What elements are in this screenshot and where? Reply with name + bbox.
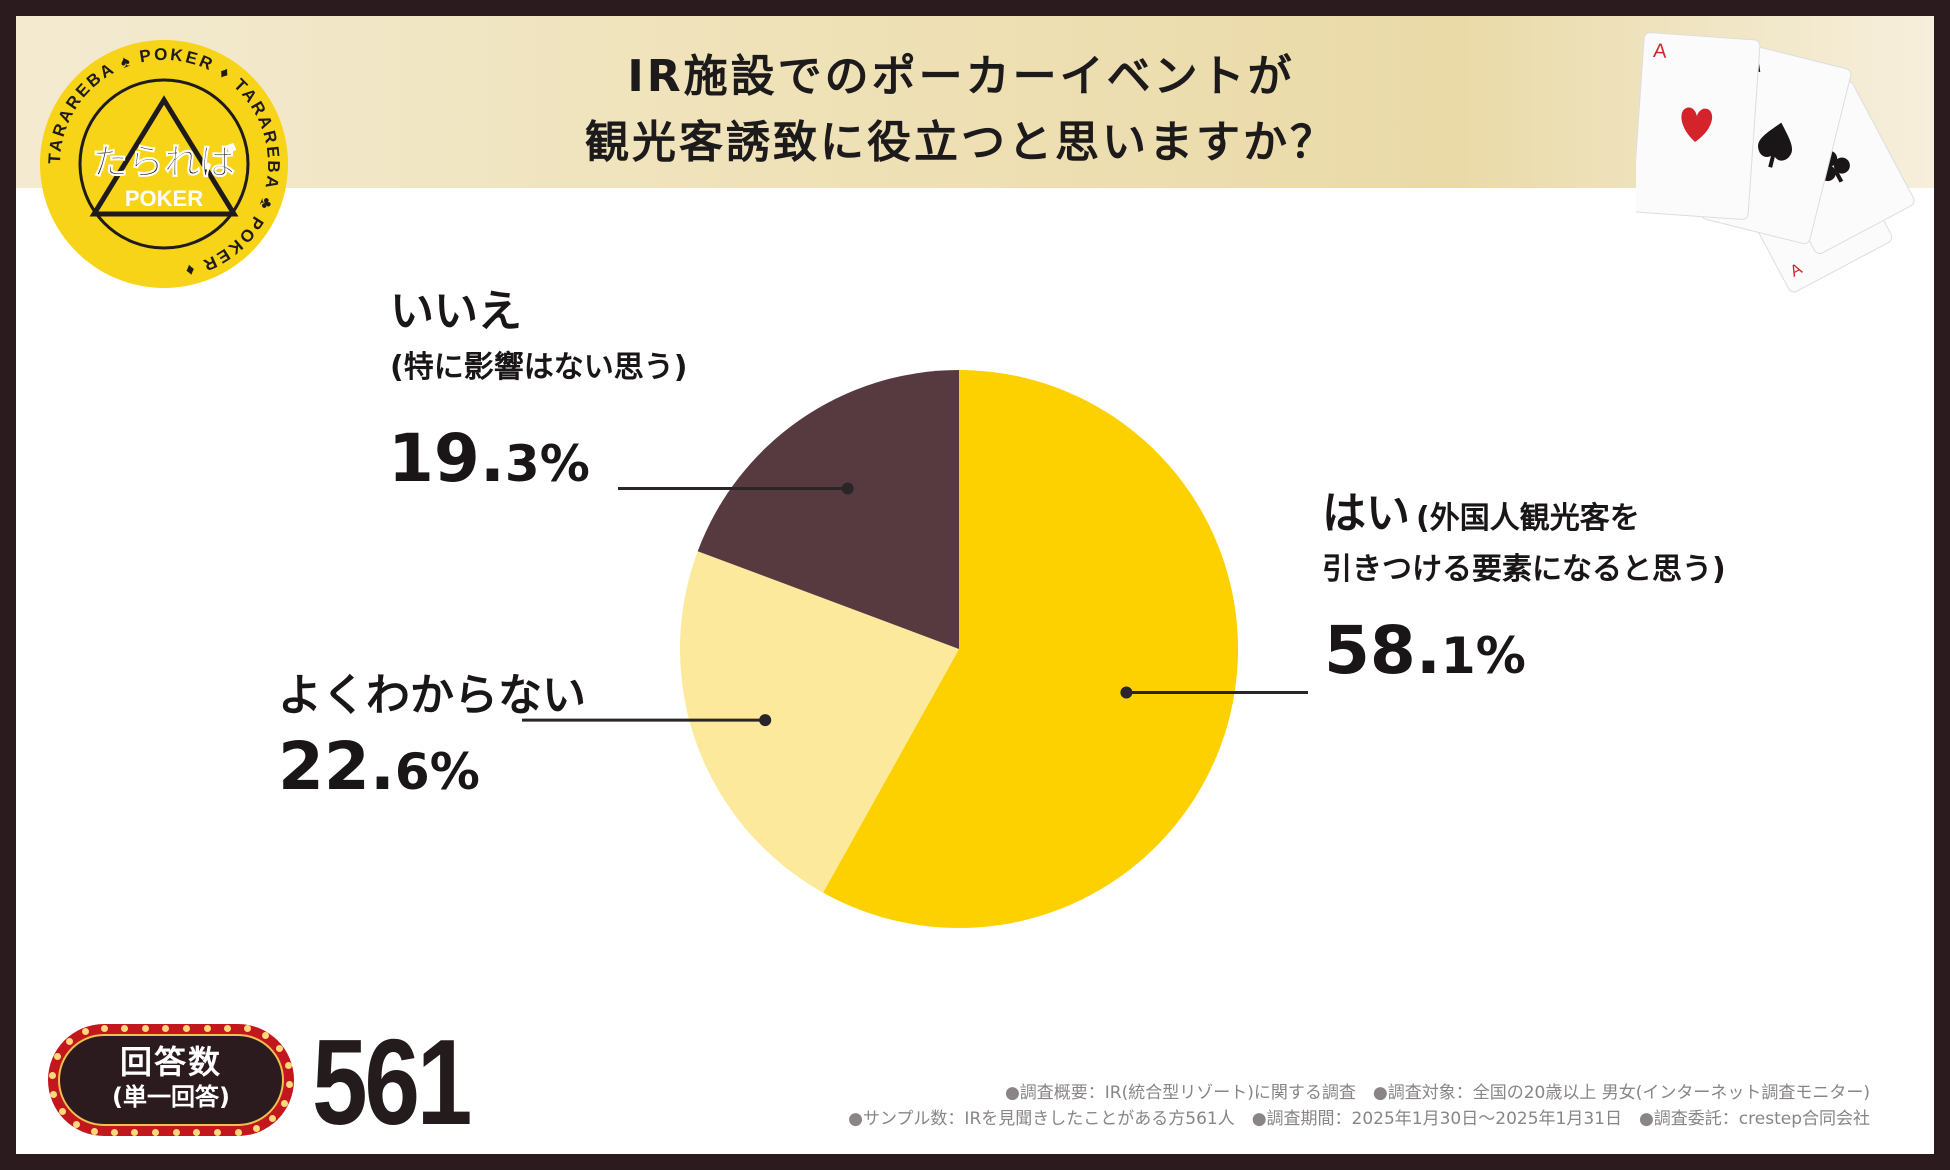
pie-slice-unknown — [680, 551, 959, 893]
label-yes: はい (外国人観光客を 引きつける要素になると思う) — [1322, 486, 1726, 592]
marquee-bulb — [141, 1024, 149, 1032]
label-no-sub: (特に影響はない思う) — [390, 350, 688, 385]
marquee-bulb — [110, 1128, 118, 1136]
infographic-frame: IR施設でのポーカーイベントが 観光客誘致に役立つと思いますか？ TARAREB… — [16, 16, 1934, 1154]
survey-note-line-1: ●調査概要：IR(統合型リゾート)に関する調査 ●調査対象：全国の20歳以上 男… — [1004, 1083, 1870, 1103]
title-line-2: 観光客誘致に役立つと思いますか？ — [585, 117, 1337, 168]
marquee-bulb — [213, 1128, 221, 1136]
leader-dot-no — [841, 482, 854, 495]
marquee-bulb — [58, 1107, 66, 1115]
marquee-bulb — [244, 1025, 252, 1033]
marquee-bulb — [151, 1128, 159, 1136]
marquee-bulb — [50, 1090, 58, 1098]
respondents-badge-inner: 回答数 (単一回答) — [58, 1034, 284, 1126]
marquee-bulb — [286, 1081, 294, 1089]
marquee-bulb — [90, 1127, 98, 1135]
leader-dot-yes — [1120, 686, 1133, 699]
badge-subtitle: (単一回答) — [112, 1083, 230, 1111]
marquee-bulb — [81, 1027, 89, 1035]
respondents-badge: 回答数 (単一回答) — [48, 1024, 294, 1136]
marquee-bulb — [284, 1062, 292, 1070]
marquee-bulb — [53, 1053, 61, 1061]
respondent-count: 561 — [312, 1014, 472, 1150]
pct-unknown-big: 22. — [278, 728, 395, 805]
header-band — [16, 16, 1934, 188]
marquee-bulb — [162, 1024, 170, 1032]
marquee-bulb — [276, 1045, 284, 1053]
pct-unknown: 22.6% — [278, 728, 480, 805]
badge-title: 回答数 — [119, 1043, 222, 1081]
leader-dot-unknown — [759, 714, 772, 727]
logo-sub-text: POKER — [125, 186, 203, 211]
pct-yes: 58.1% — [1324, 612, 1526, 689]
marquee-bulb — [203, 1024, 211, 1032]
survey-note-line-2: ●サンプル数：IRを見聞きしたことがある方561人 ●調査期間：2025年1月3… — [848, 1109, 1870, 1129]
label-yes-sub-2: 引きつける要素になると思う) — [1322, 552, 1726, 587]
label-no-title: いいえ — [390, 286, 522, 337]
pct-no-big: 19. — [388, 420, 505, 497]
logo-main-text: たられば — [92, 142, 236, 183]
label-yes-sub-1: (外国人観光客を — [1416, 501, 1640, 536]
marquee-bulb — [234, 1128, 242, 1136]
card-ace-hearts: A — [1636, 32, 1761, 220]
marquee-bulb — [193, 1128, 201, 1136]
pie-slice-yes — [823, 370, 1238, 928]
marquee-bulb — [262, 1032, 270, 1040]
playing-cards-decoration: A A A A — [1636, 32, 1915, 293]
pct-yes-small: 1% — [1440, 627, 1526, 685]
label-yes-title: はい — [1322, 488, 1410, 539]
marquee-bulb — [48, 1071, 56, 1079]
tarareba-poker-logo: TARAREBA ♠ POKER ♦ TARAREBA ♣ POKER ♦ たら… — [40, 40, 288, 288]
marquee-bulb — [131, 1128, 139, 1136]
title-line-1: IR施設でのポーカーイベントが — [627, 51, 1295, 102]
marquee-bulb — [172, 1128, 180, 1136]
label-unknown-title: よくわからない — [278, 670, 586, 721]
pct-unknown-small: 6% — [394, 743, 480, 801]
pct-no: 19.3% — [388, 420, 590, 497]
marquee-bulb — [281, 1099, 288, 1107]
page-title: IR施設でのポーカーイベントが 観光客誘致に役立つと思いますか？ — [316, 44, 1606, 176]
pct-yes-big: 58. — [1324, 612, 1441, 689]
marquee-bulb — [72, 1120, 80, 1128]
marquee-bulb — [65, 1038, 73, 1046]
marquee-bulb — [269, 1114, 277, 1122]
marquee-bulb — [253, 1125, 261, 1132]
pie-chart — [522, 370, 1308, 928]
survey-notes: ●調査概要：IR(統合型リゾート)に関する調査 ●調査対象：全国の20歳以上 男… — [770, 1080, 1870, 1132]
marquee-bulb — [121, 1024, 129, 1032]
pct-no-small: 3% — [504, 435, 590, 493]
svg-text:A: A — [1653, 40, 1669, 63]
label-no: いいえ (特に影響はない思う) — [390, 284, 687, 390]
marquee-bulb — [183, 1024, 191, 1032]
pie-slice-no — [697, 370, 959, 649]
marquee-bulb — [100, 1024, 108, 1032]
marquee-bulb — [224, 1024, 232, 1032]
